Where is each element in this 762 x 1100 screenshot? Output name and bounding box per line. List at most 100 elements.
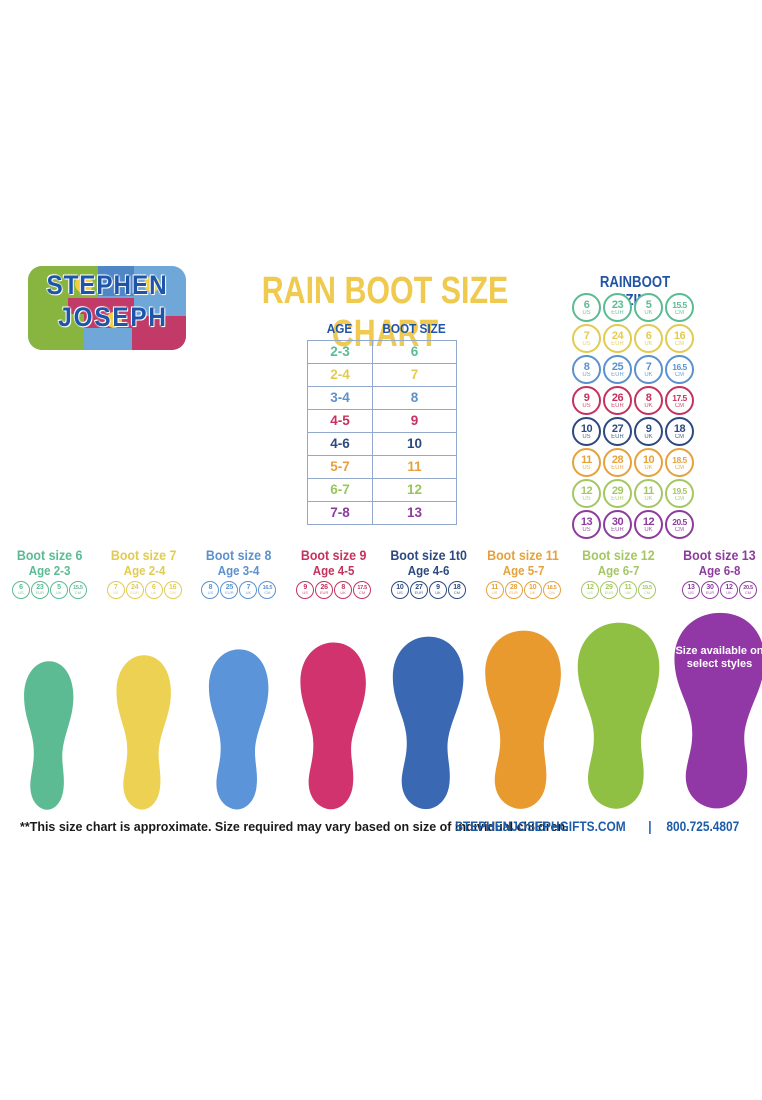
size-unit: US (582, 433, 591, 440)
table-row: 5-7 11 (308, 455, 456, 478)
boot-column: Boot size 13 Age 6-8 13 US 30 EUR 12 UK 20.5 CM Si… (667, 548, 762, 814)
size-value: 25 (225, 584, 233, 591)
size-circle: 9 US (572, 386, 601, 415)
boot-size-label: Boot size 7 (111, 548, 177, 563)
size-unit: EUR (35, 590, 45, 595)
size-unit: UK (435, 590, 441, 595)
size-unit: CM (169, 590, 176, 595)
size-unit: UK (340, 590, 346, 595)
size-unit: US (18, 590, 24, 595)
size-value: 8 (583, 360, 590, 373)
age-cell: 5-7 (308, 456, 373, 478)
footprint-icon (300, 642, 366, 810)
size-value: 12 (580, 484, 593, 497)
size-circle: 13 US (682, 581, 700, 599)
size-unit: UK (150, 590, 157, 595)
size-unit: US (582, 495, 591, 502)
boot-age-label: Age 2-4 (123, 564, 165, 578)
size-unit: EUR (611, 371, 624, 378)
size-value: 29 (605, 584, 613, 591)
size-value: 12 (725, 584, 733, 591)
table-row: 3-4 8 (308, 386, 456, 409)
size-value: 16.5 (672, 361, 687, 372)
size-unit: UK (644, 402, 653, 409)
mini-circle-row: 11 US 28 EUR 10 UK 18.5 CM (485, 581, 561, 599)
size-cell: 6 (410, 344, 419, 359)
size-unit: UK (726, 590, 732, 595)
footprint-wrap (2, 599, 97, 814)
size-cell: 12 (406, 482, 423, 497)
size-unit: CM (674, 371, 685, 378)
size-value: 11 (624, 584, 632, 591)
size-unit: CM (264, 590, 271, 595)
logo-text-line1: STEPHEN (46, 270, 168, 300)
size-circle: 13 US (572, 510, 601, 539)
size-unit: US (587, 590, 593, 595)
size-unit: CM (674, 402, 685, 409)
size-circle: 7 UK (634, 355, 663, 384)
size-unit: US (302, 590, 308, 595)
size-circle: 12 US (581, 581, 599, 599)
boot-column: Boot size 1t0 Age 4-6 10 US 27 EUR 9 UK 18 CM (381, 548, 476, 814)
size-circle: 10 UK (523, 581, 542, 599)
boot-age-label: Age 3-4 (218, 564, 260, 578)
age-cell: 2-3 (308, 341, 373, 363)
size-value: 7 (113, 584, 118, 591)
size-value: 10 (642, 453, 655, 466)
size-table-headers: AGE BOOT SIZE (307, 322, 456, 336)
size-value: 24 (611, 329, 624, 342)
size-unit: UK (644, 495, 653, 502)
size-unit: UK (245, 590, 252, 595)
size-circle: 23 EUR (603, 293, 632, 322)
size-unit: UK (625, 590, 631, 595)
size-unit: US (688, 590, 694, 595)
size-value: 27 (611, 422, 624, 435)
size-circle: 17.5 CM (353, 581, 372, 599)
size-circle: 12 US (572, 479, 601, 508)
size-value: 10 (580, 422, 593, 435)
size-value: 11 (491, 584, 499, 591)
rainboot-sizing-grid: 6 US 23 EUR 5 UK 15.5 CM 7 US 24 EUR 6 UK 16 CM 8 US 25 EUR… (572, 293, 694, 541)
boot-size-label: Boot size 9 (300, 548, 367, 563)
footprint-wrap (571, 599, 667, 814)
size-value: 13 (687, 584, 695, 591)
size-circle: 19.5 CM (638, 581, 656, 599)
size-circle: 27 EUR (409, 581, 428, 599)
size-circle: 9 US (296, 581, 315, 599)
size-unit: EUR (611, 402, 624, 409)
size-circle: 18.5 CM (665, 448, 694, 477)
size-unit: EUR (225, 590, 234, 595)
size-unit: CM (674, 464, 685, 471)
size-value: 5 (645, 298, 652, 311)
size-unit: CM (674, 340, 685, 347)
mini-circle-row: 7 US 24 EUR 6 UK 16 CM (106, 581, 182, 599)
table-row: 4-5 9 (308, 409, 456, 432)
boot-age-label: Age 4-5 (312, 564, 355, 578)
size-circle: 20.5 CM (739, 581, 757, 599)
size-unit: US (397, 590, 403, 595)
mini-circle-row: 6 US 23 EUR 5 UK 15.5 CM (11, 581, 87, 599)
logo-text-line2: JOSEPH (58, 302, 168, 332)
size-circle: 16 CM (665, 324, 694, 353)
size-circle: 15.5 CM (68, 581, 87, 599)
size-circle: 8 UK (334, 581, 353, 599)
size-value: 26 (320, 584, 328, 591)
footprint-wrap (192, 599, 287, 814)
size-value: 19.5 (642, 585, 652, 591)
size-circle: 15.5 CM (665, 293, 694, 322)
age-cell: 3-4 (308, 387, 373, 409)
size-unit: EUR (611, 433, 624, 440)
boot-column: Boot size 11 Age 5-7 11 US 28 EUR 10 UK 18.5 CM (476, 548, 571, 814)
size-unit: US (582, 340, 591, 347)
size-value: 18.5 (672, 454, 687, 465)
boot-age-label: Age 4-6 (407, 564, 450, 578)
size-value: 8 (645, 391, 652, 404)
size-unit: CM (674, 495, 685, 502)
age-cell: 7-8 (308, 502, 373, 524)
sizing-row: 13 US 30 EUR 12 UK 20.5 CM (572, 510, 694, 539)
mini-circle-row: 8 US 25 EUR 7 UK 16.5 CM (201, 581, 277, 599)
disclaimer-note: **This size chart is approximate. Size r… (20, 819, 569, 834)
size-circle: 29 EUR (603, 479, 632, 508)
size-circle: 10 US (572, 417, 601, 446)
boot-size-label: Boot size 11 (487, 548, 560, 563)
